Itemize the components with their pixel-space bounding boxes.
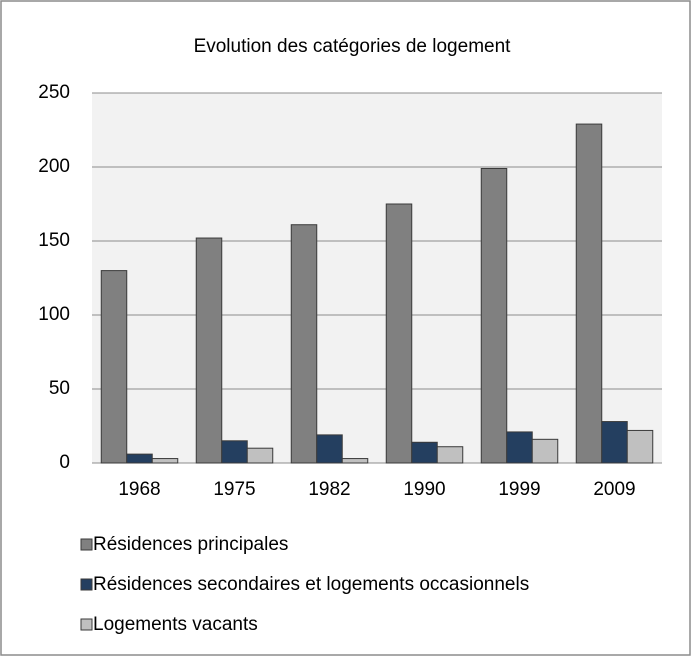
bar (126, 453, 153, 464)
bar (246, 447, 274, 464)
bar (601, 421, 628, 464)
bar (411, 441, 438, 464)
x-tick-label: 1999 (498, 479, 540, 500)
y-tick-label: 150 (38, 230, 70, 251)
x-tick-label: 2009 (593, 479, 635, 500)
chart-title: Evolution des catégories de logement (194, 36, 512, 57)
y-tick-label: 100 (38, 304, 70, 325)
x-tick-label: 1968 (118, 479, 160, 500)
legend-label: Résidences secondaires et logements occa… (93, 574, 529, 595)
bar (290, 224, 318, 464)
plot-area (92, 93, 662, 463)
bar (506, 431, 533, 464)
y-tick-label: 250 (38, 82, 70, 103)
legend-label: Logements vacants (93, 614, 258, 635)
bar (316, 434, 343, 464)
bar (100, 270, 128, 464)
legend-label: Résidences principales (93, 534, 288, 555)
bar (195, 237, 223, 464)
bar (151, 458, 179, 464)
legend-swatch (80, 538, 93, 551)
bar (575, 123, 603, 464)
bar (341, 458, 369, 464)
bar (531, 438, 559, 464)
bar (221, 440, 248, 464)
x-tick-label: 1975 (213, 479, 255, 500)
legend-swatch (80, 578, 93, 591)
x-tick-label: 1982 (308, 479, 350, 500)
bar (385, 203, 413, 464)
bar (480, 167, 508, 464)
legend-swatch (80, 618, 93, 631)
y-tick-label: 200 (38, 156, 70, 177)
bar (626, 429, 654, 464)
bar (436, 446, 464, 464)
x-tick-label: 1990 (403, 479, 445, 500)
y-tick-label: 50 (49, 378, 70, 399)
y-tick-label: 0 (59, 452, 70, 473)
